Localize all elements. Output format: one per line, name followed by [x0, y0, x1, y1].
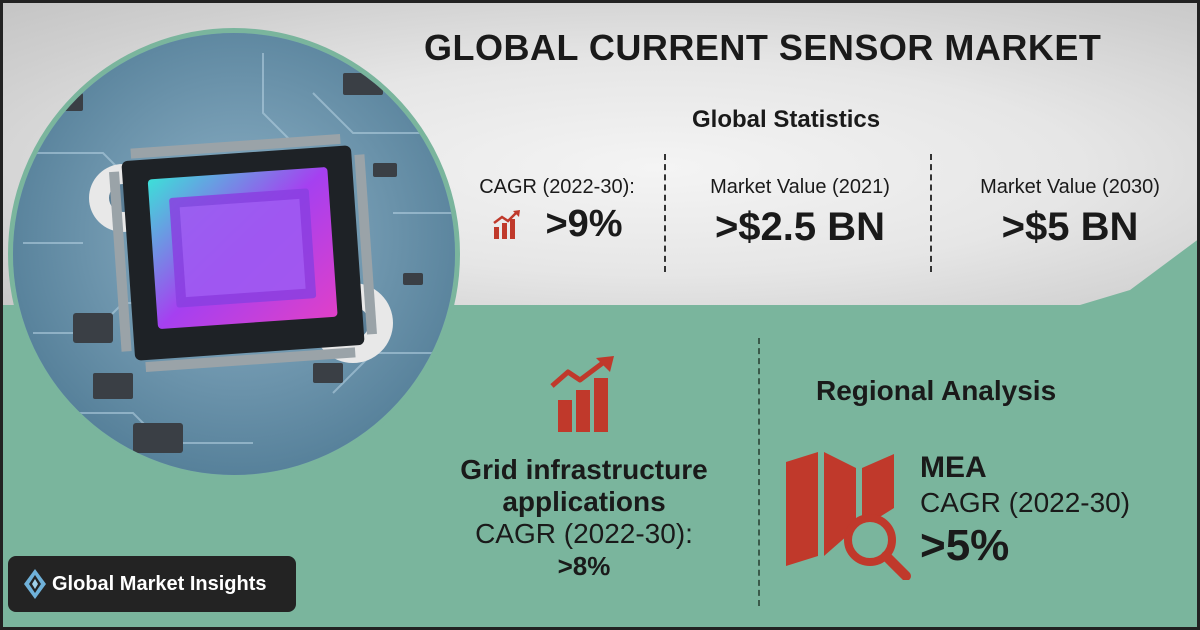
stat-market-value-2030: Market Value (2030) >$5 BN: [950, 176, 1190, 250]
stat-cagr: CAGR (2022-30): >9%: [468, 176, 646, 246]
page-title: GLOBAL CURRENT SENSOR MARKET: [424, 27, 1102, 68]
section-title-global-statistics: Global Statistics: [692, 106, 881, 133]
segment-name-line2: applications: [502, 486, 666, 517]
section-title-regional-analysis: Regional Analysis: [816, 375, 1057, 406]
brand-logo: Global Market Insights: [8, 556, 296, 612]
brand-name: Global Market Insights: [52, 572, 267, 595]
divider-vertical-bottom: [758, 338, 760, 606]
stat-market-value-2030-label: Market Value (2030): [980, 176, 1160, 198]
growth-chart-icon: [493, 209, 521, 239]
region-cagr-value: >5%: [920, 521, 1010, 570]
growth-chart-icon: [550, 356, 614, 432]
region-name: MEA: [920, 451, 987, 484]
stat-market-value-2021-label: Market Value (2021): [710, 176, 890, 198]
stat-cagr-label: CAGR (2022-30):: [479, 176, 635, 198]
divider-2: [930, 154, 932, 272]
segment-name-line1: Grid infrastructure: [460, 454, 708, 485]
divider-1: [664, 154, 666, 272]
circuit-chip-image: [8, 28, 460, 480]
logo-diamond-icon: [24, 569, 46, 599]
segment-cagr-value: >8%: [557, 551, 611, 581]
segment-cagr-label: CAGR (2022-30):: [475, 518, 693, 549]
segment-grid-infrastructure: Grid infrastructure applications CAGR (2…: [424, 454, 744, 582]
stat-cagr-value: >9%: [545, 203, 623, 245]
map-search-icon: [786, 452, 911, 580]
stat-market-value-2021-value: >$2.5 BN: [714, 205, 886, 249]
region-cagr-label: CAGR (2022-30): [920, 487, 1131, 518]
stat-market-value-2030-value: >$5 BN: [1001, 205, 1139, 249]
region-mea: MEA CAGR (2022-30) >5%: [920, 450, 1130, 572]
stat-market-value-2021: Market Value (2021) >$2.5 BN: [680, 176, 920, 250]
